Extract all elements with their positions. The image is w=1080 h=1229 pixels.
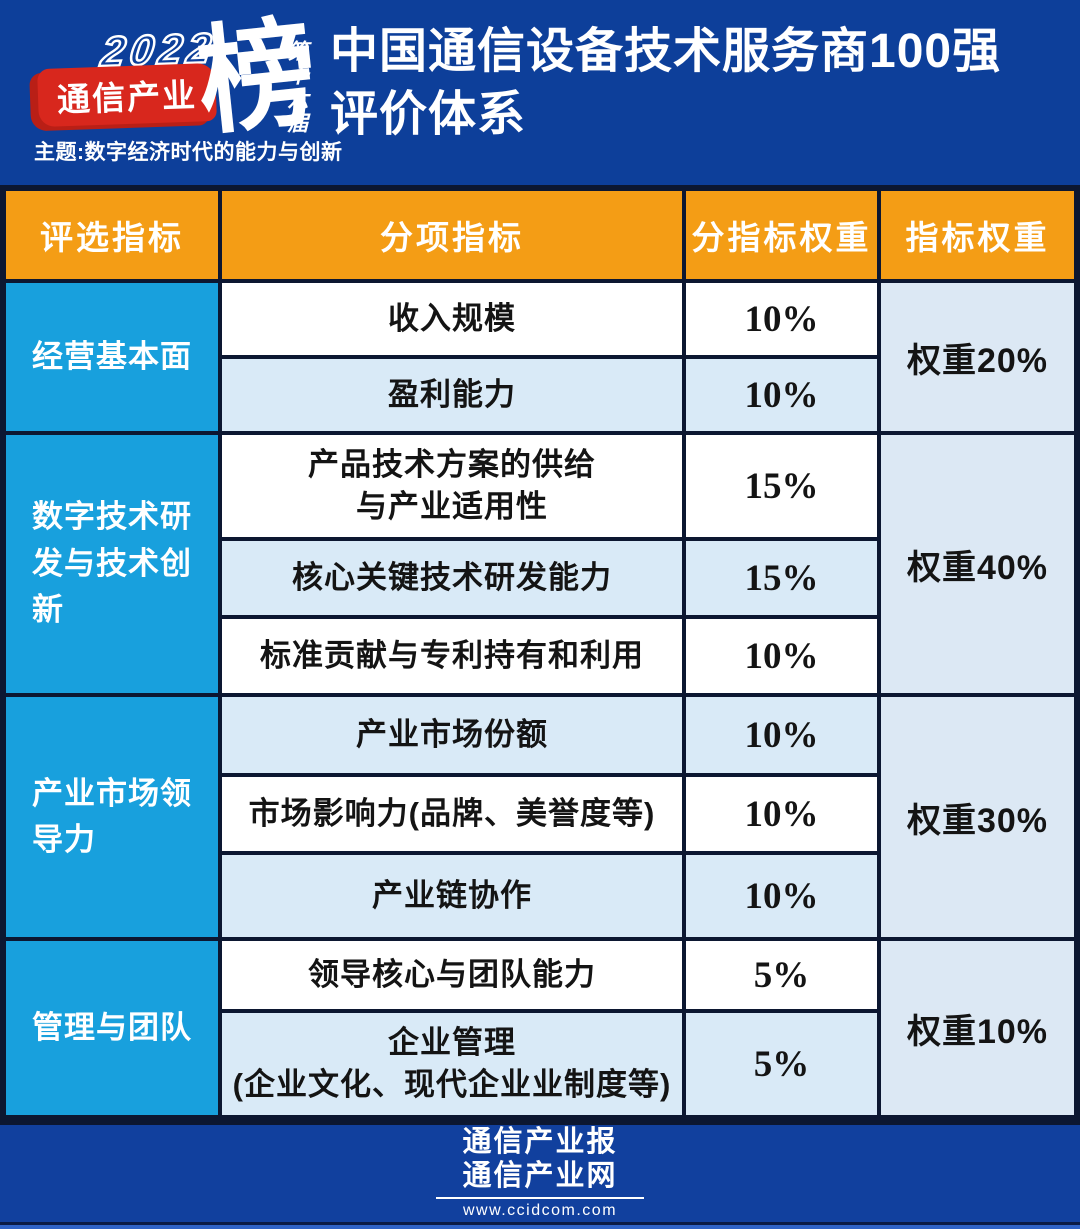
footer-brand-website: 通信产业网 [462, 1159, 618, 1192]
category-cell-management-team: 管理与团队 [6, 941, 218, 1115]
column-header-sub-indicator: 分项指标 [222, 191, 682, 279]
sub-weight-cell: 10% [686, 697, 877, 773]
logo-brand-text: 通信产业 [56, 76, 198, 119]
cpn-award-logo: 2022 通信产业 榜 第十六届 主题:数字经济时代的能力与创新 [20, 1, 342, 175]
sub-weight-cell: 15% [686, 435, 877, 537]
sub-indicator-cell: 产业链协作 [222, 855, 682, 937]
category-cell-market-leadership: 产业市场领导力 [6, 697, 218, 937]
sub-indicator-cell: 核心关键技术研发能力 [222, 541, 682, 615]
sub-indicator-cell: 领导核心与团队能力 [222, 941, 682, 1009]
top-header: 2022 通信产业 榜 第十六届 主题:数字经济时代的能力与创新 中国通信设备技… [0, 0, 1080, 185]
sub-indicator-cell: 市场影响力(品牌、美誉度等) [222, 777, 682, 851]
category-cell-business-fundamentals: 经营基本面 [6, 283, 218, 431]
group-weight-cell: 权重10% [881, 941, 1074, 1115]
sub-indicator-cell: 产品技术方案的供给 与产业适用性 [222, 435, 682, 537]
footer-url: www.ccidcom.com [462, 1201, 618, 1219]
group-weight-cell: 权重20% [881, 283, 1074, 431]
logo-theme-text: 主题:数字经济时代的能力与创新 [34, 141, 343, 164]
sub-indicator-cell: 企业管理 (企业文化、现代企业业制度等) [222, 1013, 682, 1115]
column-header-sub-weight: 分指标权重 [686, 191, 877, 279]
sub-indicator-cell: 盈利能力 [222, 359, 682, 431]
column-header-weight: 指标权重 [881, 191, 1074, 279]
category-cell-digital-rnd: 数字技术研发与技术创新 [6, 435, 218, 693]
footer-divider-line [436, 1196, 644, 1199]
page-title-line2: 评价体系 [330, 88, 527, 142]
logo-edition-text: 第十六届 [285, 40, 310, 136]
sub-weight-cell: 10% [686, 359, 877, 431]
sub-weight-cell: 5% [686, 1013, 877, 1115]
sub-indicator-cell: 标准贡献与专利持有和利用 [222, 619, 682, 693]
page-title: 中国通信设备技术服务商100强 评价体系 [330, 20, 1075, 147]
bottom-edge-strip [0, 1222, 1080, 1229]
sub-weight-cell: 10% [686, 855, 877, 937]
sub-weight-cell: 10% [686, 777, 877, 851]
sub-weight-cell: 10% [686, 283, 877, 355]
sub-indicator-cell: 产业市场份额 [222, 697, 682, 773]
sub-weight-cell: 5% [686, 941, 877, 1009]
group-weight-cell: 权重30% [881, 697, 1074, 937]
logo-red-ribbon: 通信产业 [37, 62, 217, 128]
evaluation-table: 评选指标 分项指标 分指标权重 指标权重 经营基本面 收入规模 10% 盈利能力… [0, 185, 1080, 1125]
sub-indicator-cell: 收入规模 [222, 283, 682, 355]
footer-brand-newspaper: 通信产业报 [462, 1126, 618, 1159]
sub-weight-cell: 10% [686, 619, 877, 693]
group-weight-cell: 权重40% [881, 435, 1074, 693]
footer: 通信产业报 通信产业网 www.ccidcom.com [0, 1125, 1080, 1229]
sub-weight-cell: 15% [686, 541, 877, 615]
page-title-line1: 中国通信设备技术服务商100强 [330, 25, 1002, 78]
column-header-criteria: 评选指标 [6, 191, 218, 279]
